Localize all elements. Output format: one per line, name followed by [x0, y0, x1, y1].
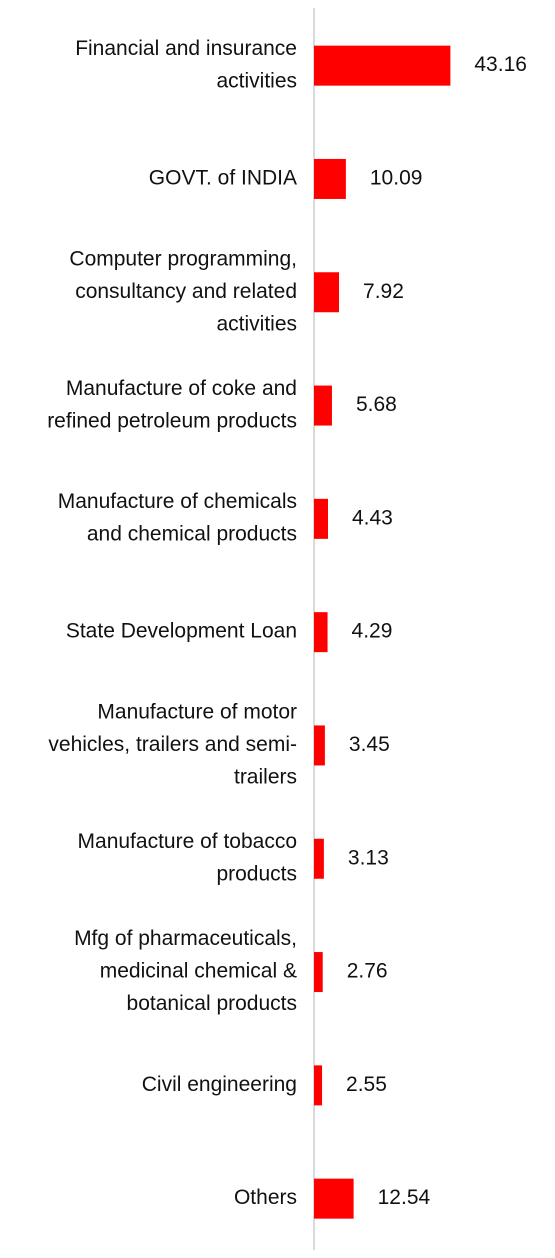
category-label-line: Civil engineering — [142, 1073, 297, 1096]
bar — [314, 272, 340, 313]
category-label-line: GOVT. of INDIA — [149, 166, 297, 189]
bar — [314, 158, 346, 199]
category-label-line: Financial and insurance — [75, 37, 297, 60]
category-label-line: Mfg of pharmaceuticals, — [74, 927, 297, 950]
category-label-line: Manufacture of tobacco — [78, 830, 297, 853]
value-label: 4.29 — [352, 620, 393, 643]
category-label-line: activities — [216, 69, 297, 92]
category-label-line: Manufacture of motor — [97, 700, 297, 723]
bar — [314, 1065, 323, 1106]
value-labels-group: 43.16 10.09 7.92 5.68 4.43 4.29 3.45 3.13 2.76 2.… — [346, 53, 527, 1209]
category-label: State Development Loan — [66, 620, 297, 643]
category-label: Manufacture of coke and refined petroleum… — [47, 377, 297, 433]
category-label-line: Computer programming, — [69, 247, 297, 270]
bar — [314, 952, 323, 993]
bar — [314, 385, 332, 426]
category-label-line: products — [216, 863, 297, 886]
bar — [314, 725, 325, 766]
value-label: 43.16 — [474, 53, 527, 76]
value-label: 12.54 — [378, 1186, 431, 1209]
category-label-line: Manufacture of coke and — [66, 377, 297, 400]
value-label: 3.13 — [348, 846, 389, 869]
value-label: 4.43 — [352, 506, 393, 529]
bars-group — [314, 45, 451, 1219]
category-label: Financial and insurance activities — [75, 37, 297, 93]
bar — [314, 838, 324, 879]
bar — [314, 45, 451, 86]
value-label: 10.09 — [370, 166, 423, 189]
category-label: Others — [234, 1186, 297, 1209]
category-label: Manufacture of chemicals and chemical pro… — [58, 490, 297, 545]
category-label-line: refined petroleum products — [47, 409, 297, 432]
category-label-line: Others — [234, 1186, 297, 1209]
bar — [314, 1178, 354, 1219]
category-label-line: activities — [216, 312, 297, 335]
category-label-line: trailers — [234, 765, 297, 788]
category-label-line: State Development Loan — [66, 620, 297, 643]
category-label: Manufacture of motor vehicles, trailers a… — [48, 700, 297, 788]
category-label-line: consultancy and related — [75, 280, 297, 303]
value-label: 3.45 — [349, 733, 390, 756]
category-label-line: vehicles, trailers and semi- — [48, 733, 297, 756]
category-label-line: and chemical products — [87, 523, 297, 546]
category-label: GOVT. of INDIA — [149, 166, 297, 189]
category-label-line: botanical products — [127, 992, 297, 1015]
value-label: 2.55 — [346, 1073, 387, 1096]
category-label: Civil engineering — [142, 1073, 297, 1096]
bar — [314, 612, 328, 653]
value-label: 5.68 — [356, 393, 397, 416]
category-labels-group: Financial and insurance activities GOVT. o… — [47, 37, 297, 1209]
category-label: Mfg of pharmaceuticals, medicinal chemica… — [74, 927, 297, 1015]
category-label: Computer programming, consultancy and rel… — [69, 247, 297, 335]
value-label: 7.92 — [363, 280, 404, 303]
category-label-line: medicinal chemical & — [100, 960, 297, 983]
category-label-line: Manufacture of chemicals — [58, 490, 297, 513]
bar — [314, 498, 328, 539]
category-label: Manufacture of tobacco products — [78, 830, 297, 886]
value-label: 2.76 — [347, 960, 388, 983]
